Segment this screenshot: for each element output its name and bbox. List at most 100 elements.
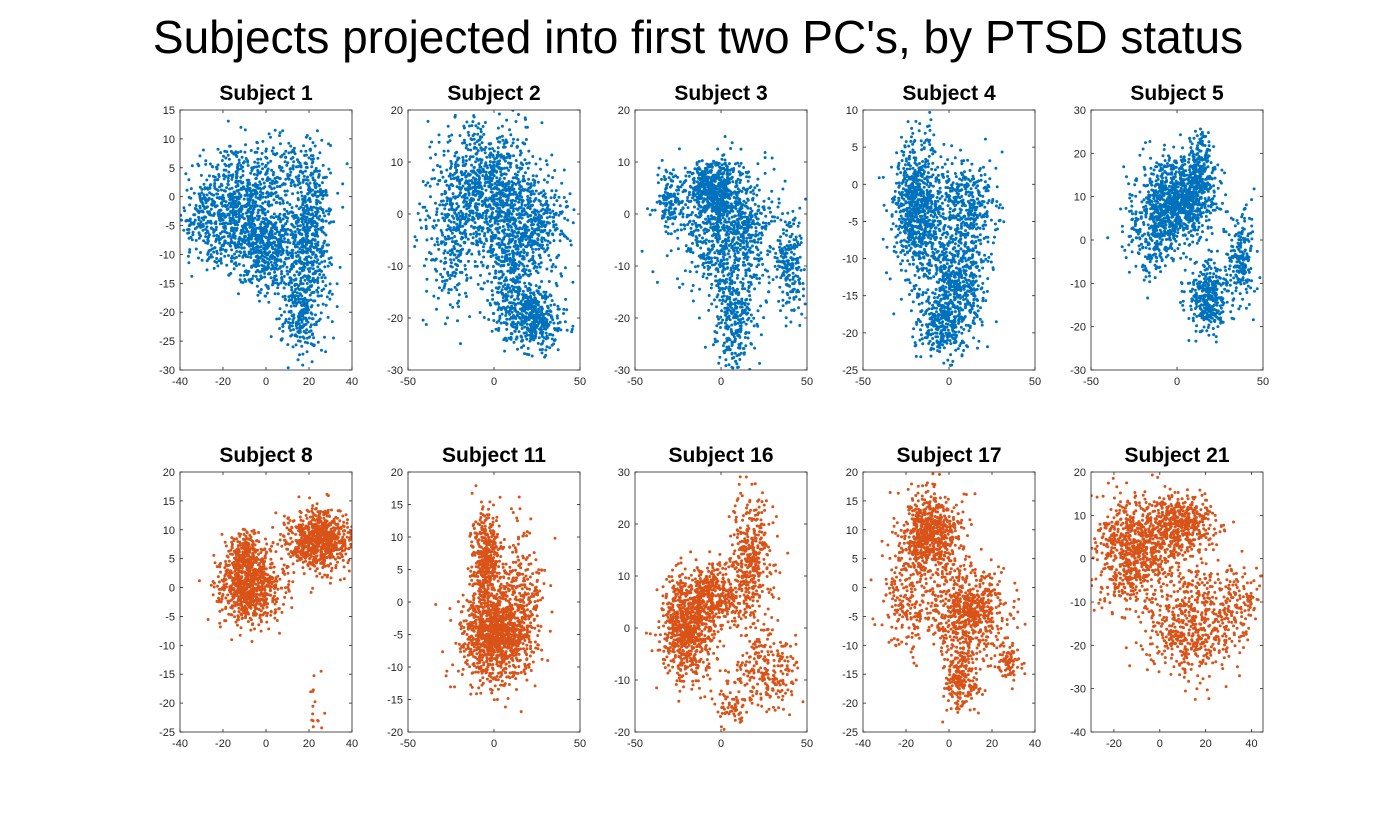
scatter-point <box>459 170 463 174</box>
scatter-point <box>452 258 456 262</box>
scatter-point <box>255 165 259 169</box>
scatter-point <box>294 260 298 264</box>
scatter-point <box>495 242 499 246</box>
scatter-point <box>275 152 279 155</box>
scatter-point <box>312 170 316 174</box>
scatter-point <box>309 173 313 177</box>
scatter-point <box>478 196 482 200</box>
scatter-point <box>537 213 541 217</box>
scatter-point <box>294 304 298 308</box>
scatter-point <box>219 248 222 252</box>
scatter-point <box>547 280 551 283</box>
scatter-point <box>523 158 527 162</box>
scatter-point <box>280 166 284 170</box>
scatter-point <box>316 206 319 210</box>
scatter-point <box>463 172 467 175</box>
scatter-point <box>534 320 538 324</box>
scatter-point <box>296 183 300 187</box>
scatter-point <box>229 241 233 245</box>
scatter-point <box>534 162 538 166</box>
scatter-point <box>281 329 285 333</box>
scatter-point <box>197 215 201 219</box>
scatter-point <box>519 245 523 248</box>
scatter-point <box>527 161 531 165</box>
scatter-point <box>310 219 314 223</box>
scatter-point <box>285 265 289 269</box>
scatter-point <box>690 211 694 214</box>
scatter-point <box>509 278 513 282</box>
scatter-point <box>558 233 562 236</box>
scatter-point <box>216 163 220 167</box>
scatter-point <box>302 144 306 148</box>
scatter-point <box>315 230 319 234</box>
scatter-point <box>569 243 573 247</box>
scatter-point <box>301 215 305 219</box>
scatter-point <box>430 140 434 144</box>
scatter-point <box>539 209 543 213</box>
scatter-point <box>305 282 309 285</box>
scatter-point <box>288 167 292 171</box>
scatter-point <box>462 231 466 235</box>
scatter-point <box>298 256 302 260</box>
scatter-point <box>277 217 280 221</box>
scatter-point <box>306 320 310 324</box>
scatter-point <box>219 259 223 263</box>
scatter-point <box>456 319 459 323</box>
scatter-point <box>517 197 521 201</box>
scatter-point <box>489 190 493 194</box>
scatter-point <box>443 218 447 222</box>
scatter-point <box>549 310 553 313</box>
scatter-point <box>465 273 468 277</box>
scatter-point <box>234 219 238 223</box>
scatter-point <box>495 257 499 261</box>
scatter-point <box>448 303 452 307</box>
scatter-point <box>533 218 537 222</box>
scatter-point <box>217 237 221 241</box>
scatter-point <box>490 212 494 216</box>
scatter-point <box>315 224 319 228</box>
scatter-point <box>311 194 315 198</box>
scatter-point <box>464 169 468 173</box>
y-tick-label: 0 <box>397 209 403 221</box>
scatter-point <box>258 256 262 260</box>
scatter-point <box>533 208 537 212</box>
scatter-point <box>301 363 305 367</box>
scatter-point <box>229 244 233 248</box>
scatter-point <box>450 265 454 269</box>
scatter-point <box>300 269 304 273</box>
scatter-point <box>545 180 549 184</box>
scatter-point <box>327 167 331 171</box>
scatter-point <box>266 178 270 182</box>
scatter-point <box>266 241 270 245</box>
scatter-point <box>426 214 430 218</box>
scatter-point <box>309 298 313 302</box>
scatter-point <box>522 267 526 271</box>
scatter-point <box>226 241 230 245</box>
scatter-point <box>514 196 518 200</box>
scatter-point <box>209 207 213 211</box>
scatter-point <box>459 224 463 228</box>
scatter-point <box>481 263 485 267</box>
scatter-point <box>540 348 544 351</box>
scatter-point <box>272 198 276 202</box>
scatter-point <box>446 124 450 128</box>
scatter-point <box>551 232 554 236</box>
scatter-point <box>305 350 309 354</box>
scatter-point <box>701 169 704 173</box>
scatter-point <box>305 276 309 280</box>
scatter-point <box>538 199 542 203</box>
scatter-point <box>490 243 494 247</box>
scatter-point <box>464 222 468 226</box>
scatter-point <box>513 329 517 333</box>
scatter-point <box>460 195 464 199</box>
scatter-point <box>279 313 283 317</box>
scatter-point <box>501 180 504 184</box>
scatter-point <box>484 203 488 207</box>
scatter-point <box>273 221 277 225</box>
scatter-point <box>686 170 690 174</box>
scatter-point <box>513 172 517 176</box>
scatter-point <box>524 125 528 129</box>
scatter-point <box>529 203 533 207</box>
scatter-point <box>521 289 525 293</box>
scatter-point <box>250 222 254 226</box>
